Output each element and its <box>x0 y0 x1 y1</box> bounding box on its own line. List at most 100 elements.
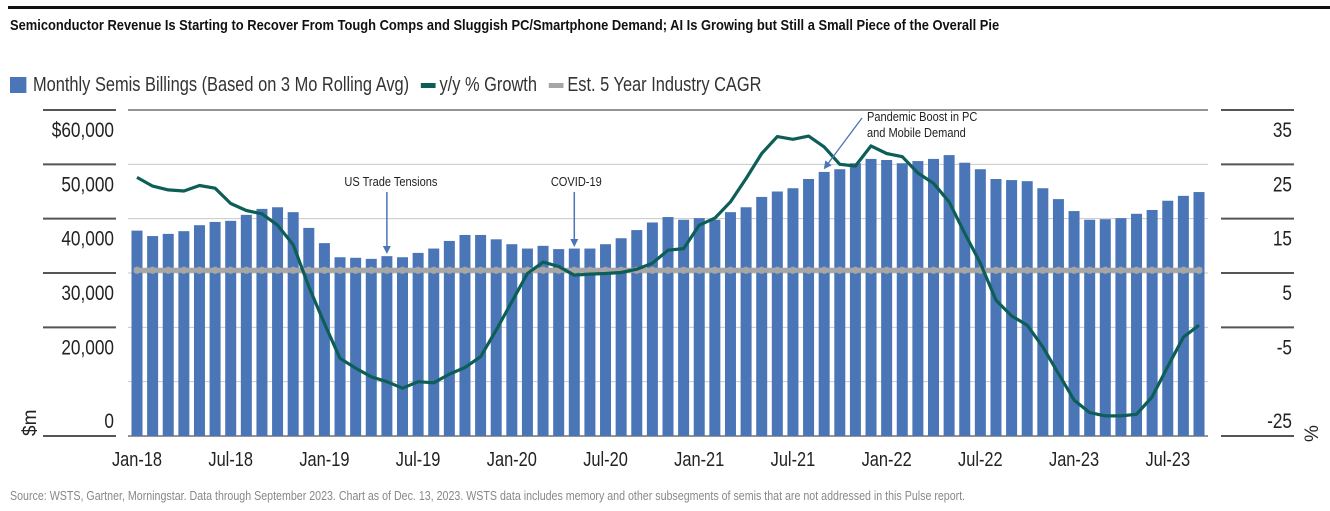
cagr-marker <box>867 266 875 274</box>
bar-Mar-20 <box>537 245 549 436</box>
bar-Sep-22 <box>1006 180 1018 436</box>
legend-item-cagr: Est. 5 Year Industry CAGR <box>548 74 761 97</box>
cagr-marker <box>242 266 250 274</box>
cagr-marker <box>570 266 578 274</box>
right-axis-label: 25 <box>1273 174 1292 197</box>
bar-Dec-20 <box>678 219 690 436</box>
bar-Mar-22 <box>912 161 924 436</box>
x-axis-label: Jan-18 <box>112 447 162 470</box>
cagr-marker <box>680 266 688 274</box>
cagr-marker <box>1132 266 1141 274</box>
left-axis-label: 50,000 <box>61 174 114 197</box>
bar-Jun-18 <box>209 221 221 436</box>
bar-Aug-23 <box>1177 195 1189 436</box>
bar-Oct-22 <box>1021 181 1033 436</box>
bar-Aug-22 <box>990 179 1002 436</box>
bar-Apr-20 <box>553 249 565 436</box>
growth-line-group <box>136 134 1200 418</box>
bar-Mar-21 <box>724 212 736 436</box>
bar-Feb-23 <box>1084 219 1096 436</box>
bar-May-21 <box>756 196 768 436</box>
cagr-marker <box>1195 266 1203 274</box>
bar-Jun-20 <box>584 248 596 436</box>
bar-Feb-19 <box>334 257 346 436</box>
cagr-marker <box>133 266 141 274</box>
left-axis-label: $60,000 <box>52 120 114 143</box>
bar-Mar-19 <box>350 257 362 436</box>
cagr-marker <box>414 266 422 274</box>
legend-item-growth: y/y % Growth <box>420 74 537 97</box>
x-axis-label: Jan-20 <box>487 447 537 470</box>
cagr-marker <box>898 266 906 274</box>
right-axis-label: 5 <box>1282 283 1292 306</box>
annotation-arrow <box>823 117 863 170</box>
cagr-marker <box>1086 266 1094 274</box>
chart-title: Semiconductor Revenue Is Starting to Rec… <box>10 17 1000 34</box>
bar-Dec-19 <box>490 239 502 436</box>
cagr-marker <box>430 266 438 274</box>
bar-Dec-21 <box>865 158 877 436</box>
cagr-marker <box>664 266 672 274</box>
right-axis-label: 35 <box>1273 120 1292 143</box>
bar-Apr-21 <box>740 207 752 436</box>
cagr-marker <box>1101 266 1109 274</box>
x-axis-label: Jan-19 <box>299 447 349 470</box>
bar-Sep-20 <box>631 230 643 436</box>
cagr-marker <box>648 266 656 274</box>
cagr-marker <box>289 266 297 274</box>
bar-Apr-18 <box>178 231 190 436</box>
top-rule <box>8 6 1330 9</box>
cagr-marker <box>773 266 781 274</box>
cagr-marker <box>227 266 235 274</box>
annotation-trade-tensions: US Trade Tensions <box>344 174 437 189</box>
annotations: US Trade Tensions COVID-19 Pandemic Boost … <box>344 109 978 254</box>
bar-Mar-18 <box>162 233 174 436</box>
bar-Apr-19 <box>365 258 377 436</box>
bar-Jan-21 <box>693 218 705 436</box>
x-axis-label: Jul-20 <box>583 447 628 470</box>
right-axis-label: -25 <box>1267 411 1292 434</box>
cagr-marker <box>1039 266 1047 274</box>
bar-Jan-23 <box>1068 211 1080 436</box>
bar-Jul-19 <box>412 252 424 436</box>
x-axis-label: Jul-22 <box>958 447 1003 470</box>
right-axis-unit: % <box>1302 425 1323 442</box>
cagr-marker <box>195 266 204 274</box>
bar-Dec-18 <box>303 227 315 436</box>
bar-Jan-18 <box>131 230 143 436</box>
cagr-marker <box>1179 266 1187 274</box>
bar-May-18 <box>193 225 205 436</box>
cagr-marker <box>1023 266 1031 274</box>
bar-Jun-19 <box>397 257 408 436</box>
bar-Mar-23 <box>1099 219 1111 436</box>
bar-Aug-18 <box>240 214 252 436</box>
cagr-marker <box>180 266 188 274</box>
cagr-marker <box>1148 266 1156 274</box>
x-axis-label: Jan-21 <box>674 447 724 470</box>
annotation-pandemic-boost-line: Pandemic Boost in PC <box>867 109 978 124</box>
bar-Feb-22 <box>896 163 908 436</box>
cagr-marker <box>508 266 516 274</box>
right-axis-label: 15 <box>1273 228 1292 251</box>
legend-swatch-bar <box>10 77 27 93</box>
cagr-marker <box>961 266 969 274</box>
x-axis-label: Jul-23 <box>1145 447 1190 470</box>
cagr-marker <box>851 266 860 274</box>
legend-swatch-growth-line <box>420 82 436 88</box>
bar-Jun-23 <box>1146 209 1158 436</box>
cagr-marker <box>1007 266 1016 274</box>
bar-Sep-21 <box>818 171 830 436</box>
bar-Aug-19 <box>428 248 440 436</box>
cagr-marker <box>914 266 922 274</box>
left-axis-label: 40,000 <box>61 228 114 251</box>
source-note: Source: WSTS, Gartner, Morningstar. Data… <box>10 488 966 503</box>
bar-Oct-21 <box>834 169 846 436</box>
bar-Apr-23 <box>1115 218 1127 436</box>
bar-Sep-23 <box>1193 192 1205 436</box>
growth-line <box>136 134 1200 418</box>
bar-Feb-20 <box>521 248 533 436</box>
bar-Jan-19 <box>318 243 330 436</box>
cagr-marker <box>367 266 375 274</box>
annotation-pandemic-boost-line: and Mobile Demand <box>867 125 966 140</box>
